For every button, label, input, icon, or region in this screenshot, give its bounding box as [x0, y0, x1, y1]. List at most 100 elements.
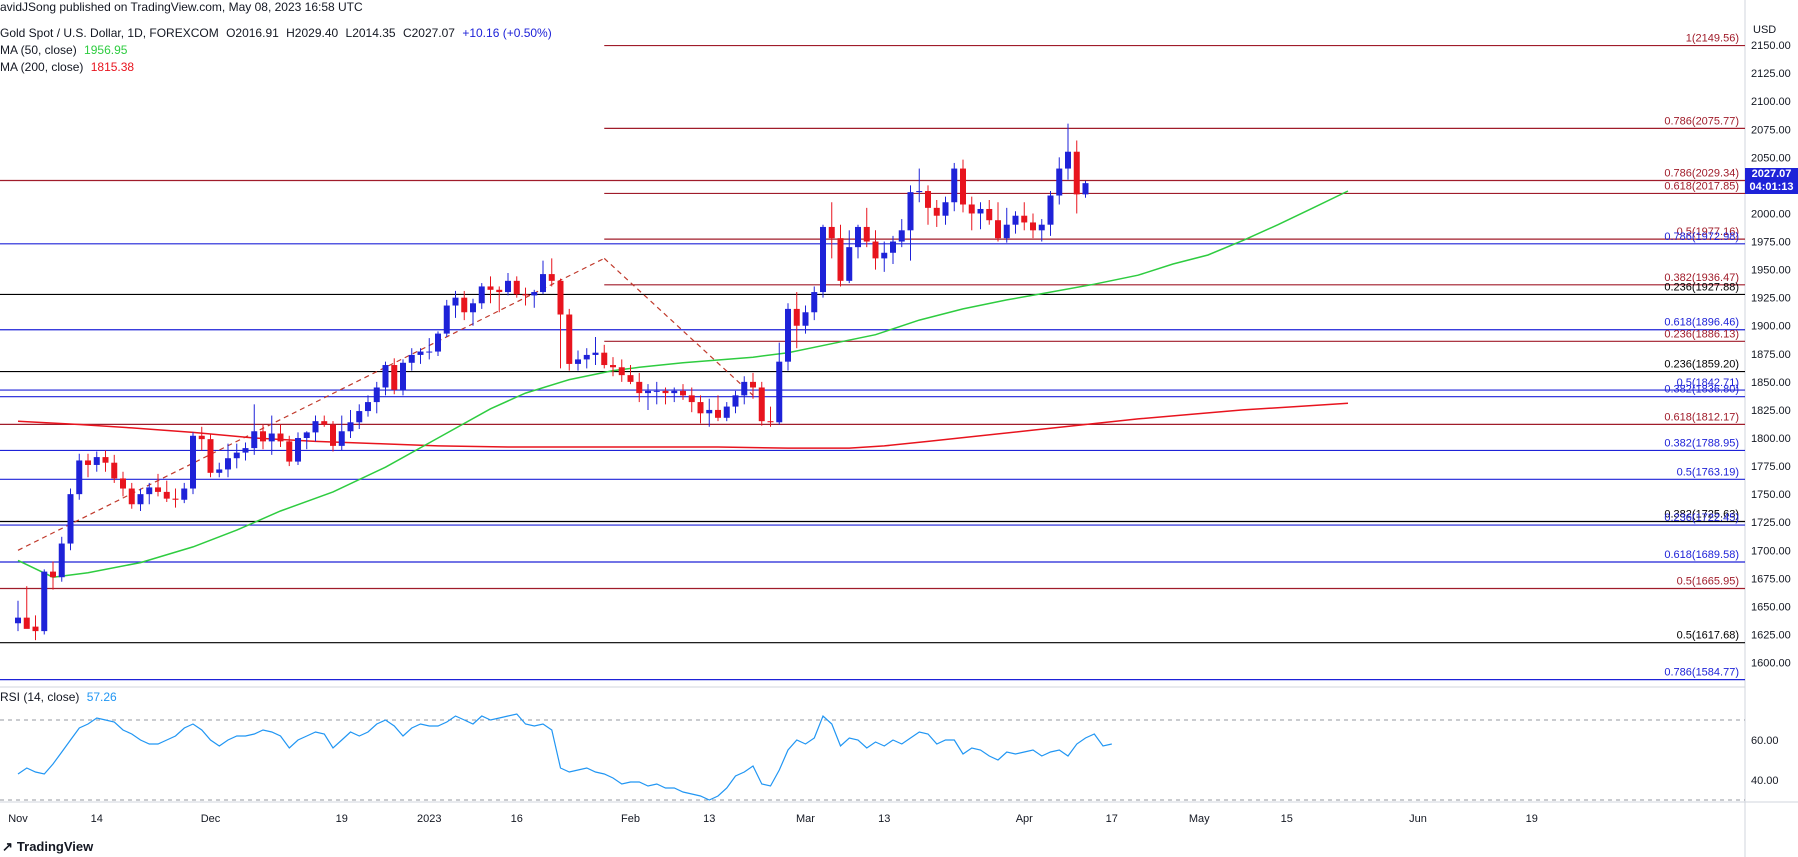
candle-body [128, 488, 135, 505]
candle-body [653, 390, 660, 392]
candle-body [312, 421, 319, 433]
candle-body [277, 433, 284, 442]
candle-body [522, 294, 529, 296]
candle-body [93, 457, 100, 465]
ma50-line [17, 190, 1349, 578]
candle-body [1073, 151, 1080, 195]
rsi-value: 57.26 [86, 690, 117, 704]
tradingview-logo[interactable]: ↗ TradingView [2, 839, 93, 855]
candle-body [391, 365, 398, 390]
symbol-title: Gold Spot / U.S. Dollar, 1D, FOREXCOM [0, 26, 219, 40]
published-by: avidJSong published on TradingView.com, … [0, 0, 363, 14]
time-tick-label: 14 [91, 813, 103, 825]
time-tick-label: 17 [1106, 813, 1118, 825]
rsi-label: RSI (14, close) [0, 690, 80, 704]
tradingview-logo-icon: ↗ [2, 839, 13, 854]
fib-level-label: 1(2149.56) [1686, 33, 1739, 45]
candle-body [452, 297, 459, 306]
candle-body [618, 367, 625, 376]
candle-body [163, 491, 170, 499]
fib-level-label: 0.5(1763.19) [1677, 466, 1739, 478]
candle-body [610, 365, 616, 368]
candle-body [303, 432, 310, 439]
fib-level-label: 0.618(1689.58) [1664, 549, 1739, 561]
symbol-legend[interactable]: Gold Spot / U.S. Dollar, 1D, FOREXCOM O2… [0, 26, 556, 40]
fib-level-label: 0.786(1584.77) [1664, 667, 1739, 679]
time-tick-label: Jun [1409, 813, 1427, 825]
candle-body [968, 204, 975, 214]
candle-body [15, 617, 21, 624]
fib-level-label: 0.618(1896.46) [1664, 317, 1739, 329]
candle-body [1082, 183, 1089, 195]
candle-body [715, 409, 721, 418]
candle-body [67, 494, 74, 544]
candle-body [1065, 151, 1071, 169]
candle-body [566, 314, 573, 364]
price-tick-label: 1675.00 [1751, 573, 1791, 585]
candle-body [627, 375, 634, 382]
candle-body [540, 274, 546, 293]
candle-body [435, 333, 441, 352]
fib-level-label: 0.382(1788.95) [1664, 437, 1739, 449]
ohlc-change: +10.16 (+0.50%) [462, 26, 552, 40]
candle-body [557, 280, 564, 315]
time-tick-label: 19 [336, 813, 348, 825]
candle-body [198, 435, 205, 440]
published-by-text: avidJSong published on TradingView.com, … [0, 0, 367, 14]
trendline [17, 257, 605, 551]
candle-body [478, 286, 485, 304]
ma50-legend[interactable]: MA (50, close) 1956.95 [0, 43, 131, 57]
candle-body [785, 308, 791, 362]
time-tick-label: Nov [8, 813, 28, 825]
candle-body [811, 292, 818, 313]
candle-body [443, 305, 450, 334]
rsi-legend[interactable]: RSI (14, close) 57.26 [0, 690, 121, 704]
candle-body [286, 441, 293, 462]
candle-body [583, 354, 590, 360]
candle-body [373, 387, 380, 403]
candle-body [470, 303, 476, 313]
candle-body [933, 207, 940, 216]
candle-body [207, 439, 214, 473]
candle-body [496, 289, 503, 293]
candle-body [487, 286, 494, 290]
candle-body [916, 191, 923, 193]
candle-body [76, 460, 83, 495]
ma200-legend[interactable]: MA (200, close) 1815.38 [0, 60, 138, 74]
price-tick-label: 1750.00 [1751, 489, 1791, 501]
ma50-value: 1956.95 [84, 43, 128, 57]
candle-body [758, 387, 765, 422]
ohlc-low: L2014.35 [345, 26, 396, 40]
price-tick-label: 1850.00 [1751, 377, 1791, 389]
fib-level-label: 0.382(1936.47) [1664, 272, 1739, 284]
candle-body [505, 280, 511, 293]
candle-body [793, 308, 800, 326]
fib-level-label: 0.382(1836.80) [1664, 384, 1739, 396]
candle-body [120, 478, 126, 489]
candle-body [767, 421, 774, 423]
candle-body [548, 274, 555, 281]
fib-level-label: 0.5(1977.16) [1677, 226, 1739, 238]
time-tick-label: 16 [511, 813, 523, 825]
time-tick-label: 13 [878, 813, 890, 825]
candle-body [645, 390, 651, 394]
price-tick-label: 1900.00 [1751, 321, 1791, 333]
candle-body [1021, 215, 1028, 223]
candle-body [1038, 224, 1045, 231]
candle-body [513, 280, 520, 295]
rsi-line [17, 713, 1112, 801]
candle-body [41, 571, 48, 632]
ma200-line [17, 402, 1349, 449]
candle-body [925, 191, 931, 208]
candle-body [330, 424, 336, 446]
candle-body [828, 226, 835, 239]
candle-body [960, 168, 966, 205]
ohlc-high: H2029.40 [286, 26, 339, 40]
fib-level-label: 0.5(1617.68) [1677, 630, 1739, 642]
fib-level-label: 0.236(1886.13) [1664, 328, 1739, 340]
candle-body [23, 617, 30, 629]
candle-body [890, 241, 896, 253]
price-tick-label: 1600.00 [1751, 658, 1791, 670]
candle-body [251, 431, 258, 449]
